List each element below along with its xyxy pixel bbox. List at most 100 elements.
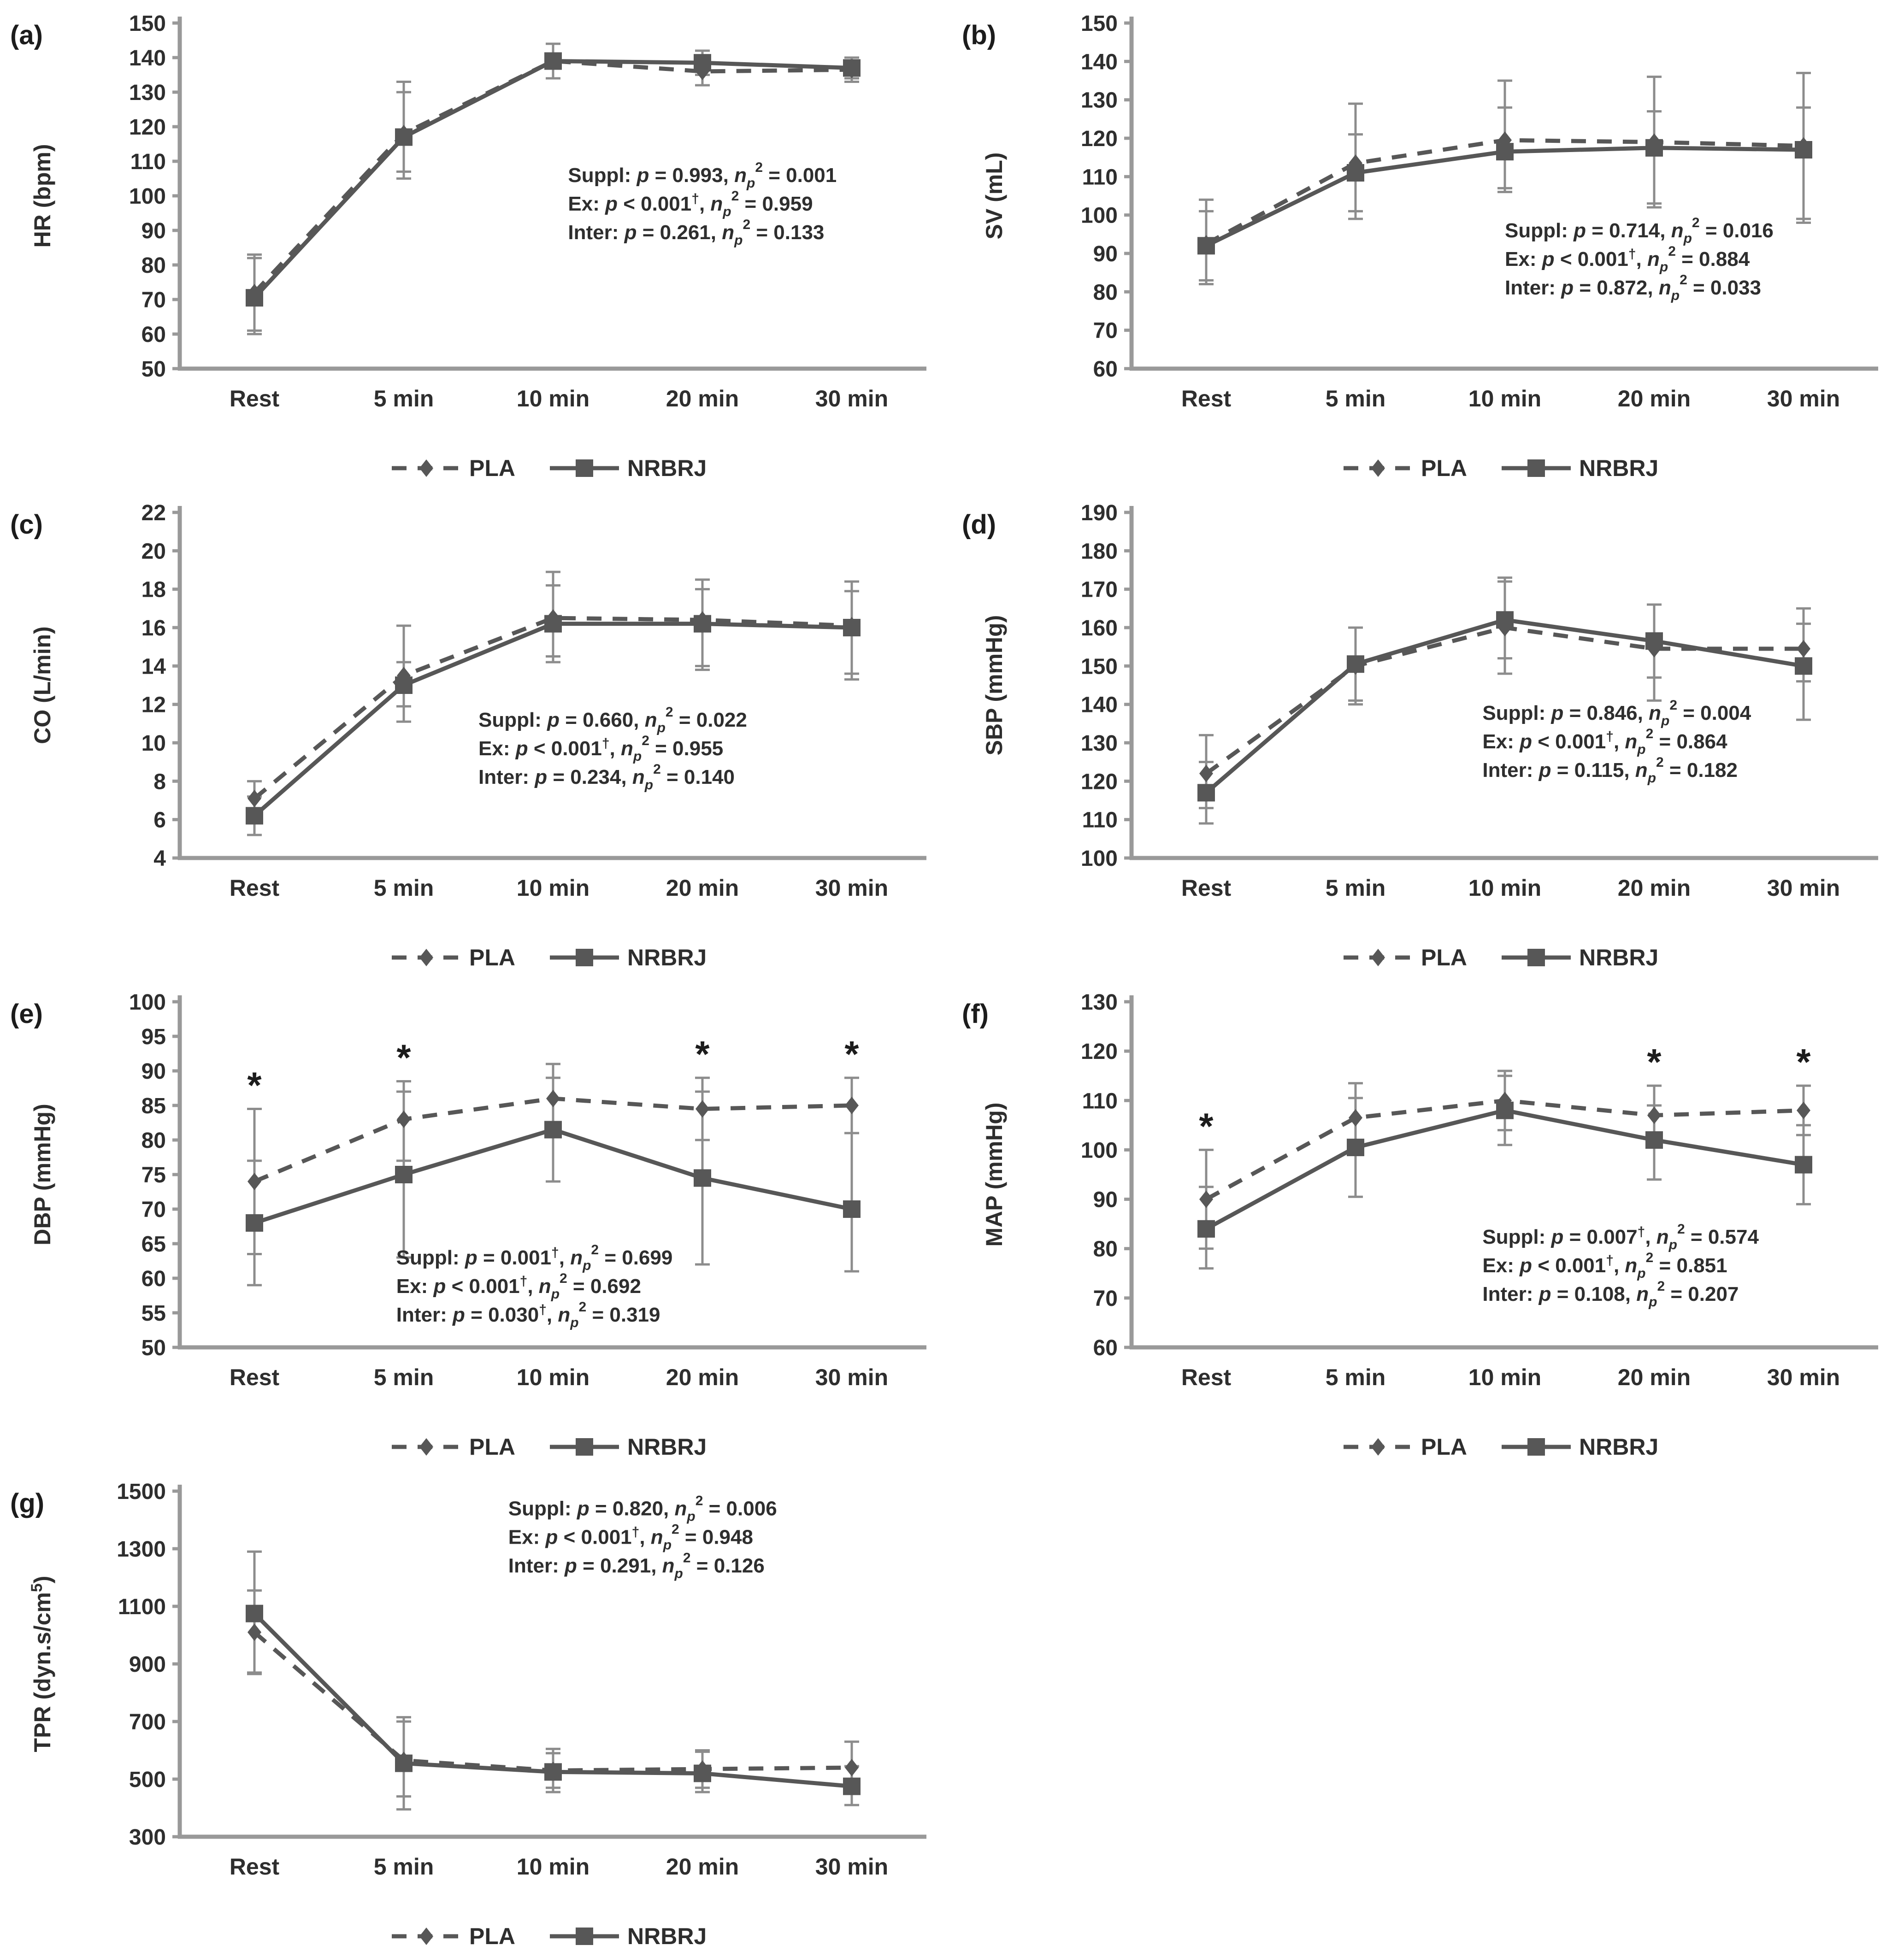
y-tick-label: 120: [129, 115, 166, 140]
legend-label-pla: PLA: [469, 945, 515, 970]
y-tick-label: 140: [1081, 50, 1118, 74]
y-axis-title: TPR (dyn.s/cm5): [28, 1576, 55, 1752]
x-tick-label: 30 min: [1767, 875, 1840, 901]
square-marker-icon: [1347, 164, 1364, 182]
panel-g-chart: (g) 300 500 700 900 1100 1300 1500 TPR (dyn.s/cm…: [10, 1480, 926, 1949]
square-marker-icon: [395, 1754, 413, 1772]
stats-line: Ex: p < 0.001†, np2 = 0.959: [568, 188, 813, 219]
series-line-pla: [253, 59, 852, 294]
x-tick-label: 5 min: [1326, 1364, 1386, 1390]
x-tick-label: Rest: [230, 1364, 280, 1390]
square-marker-icon: [1795, 1156, 1812, 1174]
y-tick-label: 90: [141, 1059, 166, 1084]
y-tick-label: 120: [1081, 770, 1118, 794]
panel-b: (b) 60 70 80 90 100 110 120 130 140 150 SV (mL) Rest…: [952, 0, 1904, 489]
square-marker-icon: [395, 128, 413, 146]
y-tick-label: 500: [129, 1768, 166, 1792]
legend: PLA NRBRJ: [1344, 945, 1658, 970]
square-marker-icon: [544, 1121, 562, 1139]
x-tick-label: 10 min: [1468, 386, 1541, 411]
legend-label-pla: PLA: [469, 1923, 515, 1949]
y-axis-title: CO (L/min): [29, 626, 55, 744]
diamond-marker-icon: [1371, 949, 1385, 966]
legend-label-pla: PLA: [1421, 1434, 1467, 1460]
stats-line: Inter: p = 0.261, np2 = 0.133: [568, 217, 824, 248]
panel-b-chart: (b) 60 70 80 90 100 110 120 130 140 150 SV (mL) Rest…: [962, 12, 1878, 481]
y-tick-label: 10: [141, 731, 166, 756]
x-tick-label: 20 min: [666, 1364, 739, 1390]
y-tick-label: 150: [129, 12, 166, 36]
legend-label-nrbrj: NRBRJ: [627, 1434, 707, 1460]
stats-line: Ex: p < 0.001†, np2 = 0.955: [478, 733, 723, 764]
diamond-marker-icon: [1349, 1109, 1362, 1127]
diamond-marker-icon: [696, 1100, 709, 1118]
y-tick-label: 150: [1081, 654, 1118, 679]
y-tick-label: 140: [1081, 693, 1118, 717]
x-tick-label: 30 min: [815, 386, 888, 411]
panel-e-chart: (e) 50 55 60 65 70 75 80 85 90 95 100 DBP (mmHg) Rest…: [10, 990, 926, 1460]
y-tick-label: 80: [1093, 280, 1118, 305]
series-line-nrbrj: [253, 59, 852, 300]
y-tick-label: 20: [141, 539, 166, 564]
square-marker-icon: [843, 1200, 861, 1218]
square-marker-icon: [1645, 139, 1663, 157]
square-marker-icon: [246, 807, 263, 825]
diamond-marker-icon: [1199, 764, 1213, 782]
y-tick-label: 80: [141, 1128, 166, 1153]
stats-line: Suppl: p = 0.714, np2 = 0.016: [1505, 215, 1774, 246]
panel-a: (a) 50 60 70 80 90 100 110 120 130 140 150 HR (bpm) R…: [0, 0, 952, 489]
y-tick-label: 22: [141, 501, 166, 525]
stats-line: Suppl: p = 0.001†, np2 = 0.699: [396, 1242, 673, 1273]
diamond-marker-icon: [248, 1623, 261, 1641]
legend: PLA NRBRJ: [392, 945, 707, 970]
y-tick-label: 70: [1093, 1287, 1118, 1311]
x-tick-label: 20 min: [1618, 386, 1691, 411]
square-marker-icon: [544, 52, 562, 70]
square-marker-icon: [1347, 655, 1364, 673]
legend-label-pla: PLA: [469, 1434, 515, 1460]
y-tick-label: 110: [1082, 1089, 1118, 1113]
legend-label-nrbrj: NRBRJ: [627, 1923, 707, 1949]
panel-letter-label: (e): [10, 999, 43, 1029]
square-marker-icon: [1645, 632, 1663, 650]
y-tick-label: 120: [1081, 127, 1118, 151]
legend: PLA NRBRJ: [1344, 455, 1658, 481]
x-tick-label: Rest: [230, 386, 280, 411]
panel-c: (c) 4 6 8 10 12 14 16 18 20 22 CO (L/min) Rest 5 min 1…: [0, 489, 952, 979]
square-marker-icon: [1645, 1131, 1663, 1149]
panel-f: (f) 60 70 80 90 100 110 120 130 MAP (mmHg) Rest 5 m…: [952, 979, 1904, 1468]
asterisk-icon: *: [1199, 1105, 1214, 1146]
asterisk-icon: *: [844, 1034, 859, 1075]
y-tick-label: 120: [1081, 1040, 1118, 1064]
diamond-marker-icon: [1371, 1438, 1385, 1456]
panel-e: (e) 50 55 60 65 70 75 80 85 90 95 100 DBP (mmHg) Rest…: [0, 979, 952, 1468]
panel-a-chart: (a) 50 60 70 80 90 100 110 120 130 140 150 HR (bpm) R…: [10, 12, 926, 481]
square-marker-icon: [246, 1214, 263, 1232]
legend-label-pla: PLA: [1421, 945, 1467, 970]
stats-line: Inter: p = 0.291, np2 = 0.126: [508, 1551, 765, 1581]
legend: PLA NRBRJ: [392, 1434, 707, 1460]
x-tick-label: 5 min: [374, 1854, 434, 1880]
y-tick-label: 130: [1081, 731, 1118, 756]
y-tick-label: 300: [129, 1825, 166, 1850]
stats-line: Ex: p < 0.001†, np2 = 0.884: [1505, 244, 1750, 275]
y-tick-label: 55: [141, 1301, 166, 1326]
y-tick-label: 900: [129, 1652, 166, 1677]
stats-line: Suppl: p = 0.007†, np2 = 0.574: [1482, 1222, 1759, 1252]
x-tick-label: 5 min: [374, 386, 434, 411]
square-marker-icon: [544, 1763, 562, 1781]
x-tick-label: 5 min: [1326, 875, 1386, 901]
y-tick-label: 8: [153, 770, 166, 794]
stats-line: Ex: p < 0.001†, np2 = 0.692: [396, 1271, 641, 1302]
asterisk-icon: *: [695, 1034, 710, 1075]
y-tick-label: 700: [129, 1710, 166, 1734]
diamond-marker-icon: [419, 1438, 433, 1456]
panel-f-chart: (f) 60 70 80 90 100 110 120 130 MAP (mmHg) Rest 5 m…: [962, 990, 1878, 1460]
x-tick-label: 5 min: [374, 875, 434, 901]
panel-d-chart: (d) 100 110 120 130 140 150 160 170 180 190 SBP (mm…: [962, 501, 1878, 970]
y-tick-label: 70: [141, 288, 166, 312]
stats-line: Inter: p = 0.872, np2 = 0.033: [1505, 272, 1761, 303]
diamond-marker-icon: [845, 1759, 859, 1776]
x-tick-label: 10 min: [517, 1364, 589, 1390]
diamond-marker-icon: [845, 1097, 859, 1114]
